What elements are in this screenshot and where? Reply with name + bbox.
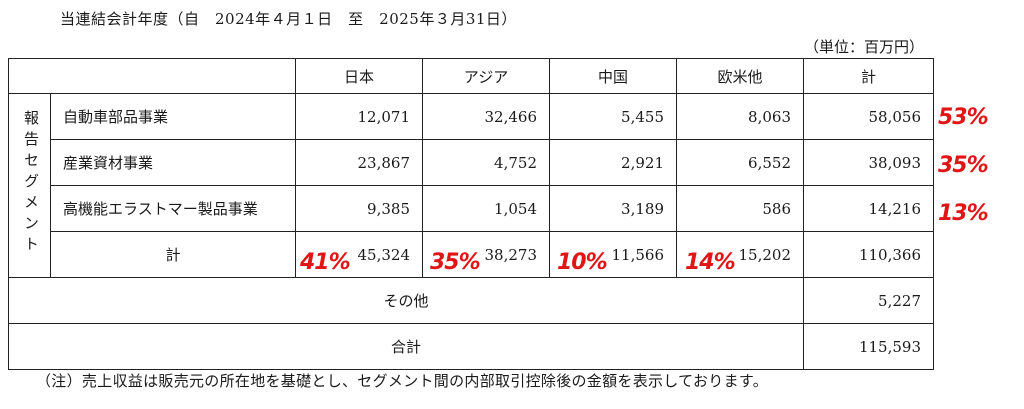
table-cell: 4,752 <box>422 139 550 186</box>
table-cell: 8,063 <box>676 93 804 140</box>
row-label: 産業資材事業 <box>50 139 296 186</box>
table-cell: 3,189 <box>549 185 677 232</box>
segment-revenue-table: 日本 アジア 中国 欧米他 計 報告セグメント 自動車部品事業 12,071 3… <box>8 58 934 370</box>
table-cell: 1,054 <box>422 185 550 232</box>
table-cell: 23,867 <box>295 139 423 186</box>
table-cell: 32,466 <box>422 93 550 140</box>
table-cell: 9,385 <box>295 185 423 232</box>
table-cell: 38,093 <box>803 139 934 186</box>
table-cell: 6,552 <box>676 139 804 186</box>
table-cell: 110,366 <box>803 231 934 278</box>
annotation-elastomer: 13% <box>938 201 989 226</box>
annotation-asia-share: 35% <box>430 250 481 275</box>
annotation-industrial: 35% <box>938 153 989 178</box>
segment-vertical-label: 報告セグメント <box>8 93 51 278</box>
total-value: 115,593 <box>803 323 934 370</box>
annotation-auto-parts: 53% <box>938 105 989 130</box>
table-cell: 11,566 <box>549 231 677 278</box>
other-row: その他 5,227 <box>8 277 934 324</box>
table-cell: 45,324 <box>295 231 423 278</box>
column-header-japan: 日本 <box>295 58 423 94</box>
table-row: 報告セグメント 自動車部品事業 12,071 32,466 5,455 8,06… <box>8 93 934 278</box>
table-cell: 5,455 <box>549 93 677 140</box>
header-row: 日本 アジア 中国 欧米他 計 <box>8 58 934 94</box>
table-cell: 12,071 <box>295 93 423 140</box>
subtotal-label: 計 <box>50 231 296 278</box>
annotation-west-share: 14% <box>685 250 736 275</box>
annotation-japan-share: 41% <box>300 250 351 275</box>
total-row: 合計 115,593 <box>8 323 934 370</box>
table-cell: 58,056 <box>803 93 934 140</box>
period-heading: 当連結会計年度（自 2024年４月１日 至 2025年３月31日） <box>60 10 517 28</box>
header-corner <box>8 58 296 94</box>
other-value: 5,227 <box>803 277 934 324</box>
table-cell: 2,921 <box>549 139 677 186</box>
row-label: 高機能エラストマー製品事業 <box>50 185 296 232</box>
column-header-west: 欧米他 <box>676 58 804 94</box>
column-header-asia: アジア <box>422 58 550 94</box>
table-row: 産業資材事業 23,867 4,752 2,921 6,552 38,093 <box>9 139 934 186</box>
footnote: （注）売上収益は販売元の所在地を基礎とし、セグメント間の内部取引控除後の金額を表… <box>36 372 769 390</box>
subtotal-row: 計 45,324 38,273 11,566 15,202 110,366 <box>9 231 934 278</box>
column-header-china: 中国 <box>549 58 677 94</box>
other-label: その他 <box>8 277 804 324</box>
total-label: 合計 <box>8 323 804 370</box>
table-row: 高機能エラストマー製品事業 9,385 1,054 3,189 586 14,2… <box>9 185 934 232</box>
unit-label: （単位：百万円） <box>803 38 924 56</box>
table-cell: 586 <box>676 185 804 232</box>
column-header-total: 計 <box>803 58 934 94</box>
row-label: 自動車部品事業 <box>50 93 296 140</box>
table-cell: 14,216 <box>803 185 934 232</box>
annotation-china-share: 10% <box>557 250 608 275</box>
